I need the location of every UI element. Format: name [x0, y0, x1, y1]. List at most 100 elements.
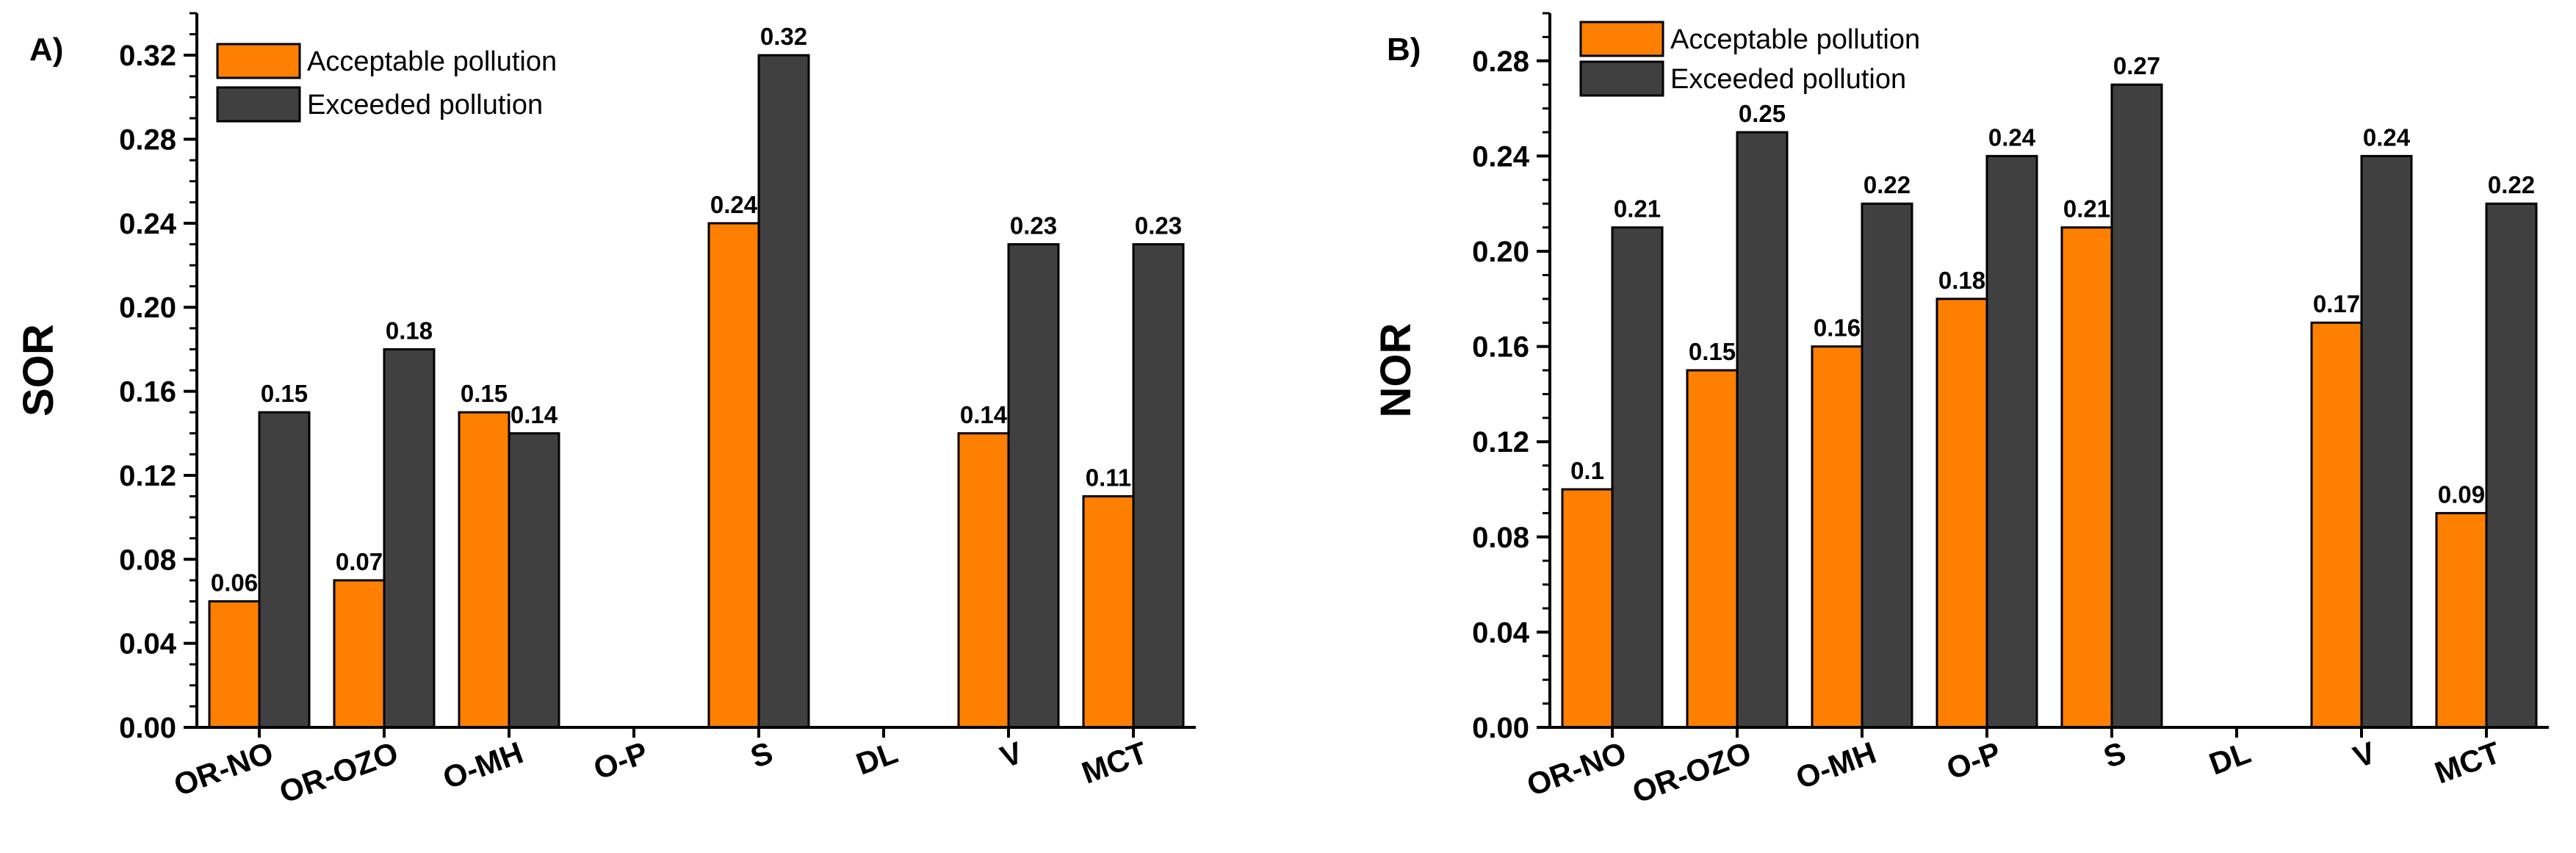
bar-acceptable-mct — [2435, 511, 2488, 729]
data-label: 0.24 — [710, 191, 758, 218]
category-label: MCT — [1078, 735, 1152, 790]
y-tick-label: 0.32 — [119, 40, 176, 72]
y-tick-label: 0.00 — [1472, 712, 1529, 744]
bar-acceptable-o-mh — [458, 411, 510, 729]
data-label: 0.14 — [510, 401, 558, 428]
y-tick-label: 0.24 — [1472, 140, 1530, 173]
bar-acceptable-s — [2060, 226, 2113, 729]
bar-exceeded-or-ozo — [1736, 131, 1789, 729]
y-axis-title: SOR — [15, 324, 62, 417]
category-label: V — [2349, 735, 2380, 774]
data-label: 0.21 — [2063, 195, 2110, 223]
y-tick-label: 0.08 — [119, 544, 176, 576]
bar-exceeded-v — [1007, 242, 1060, 729]
bar-acceptable-mct — [1082, 495, 1135, 729]
bar-exceeded-v — [2360, 154, 2413, 729]
category-label: S — [746, 735, 777, 774]
chart-panel-a: 0.06 0.07 0.15 0.24 0.14 0.11 0.15 0.18 0.14 0.32… — [15, 12, 1196, 810]
category-label: O-P — [1942, 735, 2005, 786]
data-label: 0.22 — [1864, 171, 1911, 198]
data-label: 0.32 — [760, 23, 807, 50]
data-label: 0.15 — [261, 380, 308, 407]
y-tick-label: 0.20 — [119, 292, 176, 324]
y-tick-label: 0.12 — [1472, 426, 1529, 458]
legend-swatch-acceptable — [216, 43, 301, 79]
legend-swatch-exceeded — [1579, 60, 1664, 97]
category-label: OR-OZO — [1628, 735, 1756, 810]
data-label: 0.16 — [1814, 314, 1861, 342]
bar-exceeded-s — [757, 54, 810, 729]
bar-exceeded-or-no — [258, 411, 311, 729]
legend-swatch-exceeded — [216, 86, 301, 123]
y-axis-title: NOR — [1372, 323, 1420, 418]
data-label: 0.22 — [2488, 171, 2535, 198]
bar-acceptable-o-mh — [1811, 345, 1864, 729]
category-label: V — [996, 735, 1027, 774]
panel-tag: B) — [1387, 32, 1421, 68]
legend-swatch-acceptable — [1579, 21, 1664, 57]
data-label: 0.06 — [211, 569, 258, 596]
bar-exceeded-or-no — [1611, 226, 1664, 729]
data-label: 0.11 — [1086, 464, 1131, 492]
bar-acceptable-o-p — [1935, 298, 1988, 729]
category-label: OR-OZO — [275, 735, 403, 810]
category-label: S — [2099, 735, 2130, 774]
legend-label-exceeded: Exceeded pollution — [307, 90, 543, 120]
bar-exceeded-o-mh — [1861, 202, 1913, 729]
data-label: 0.23 — [1010, 212, 1057, 239]
data-label: 0.07 — [336, 548, 383, 575]
category-label: MCT — [2431, 735, 2505, 790]
bar-acceptable-or-ozo — [333, 579, 386, 729]
bar-exceeded-s — [2110, 83, 2163, 729]
category-label: O-MH — [439, 735, 527, 795]
y-tick-label: 0.12 — [119, 460, 176, 492]
data-label: 0.25 — [1739, 100, 1786, 127]
data-label: 0.18 — [386, 317, 433, 344]
bar-exceeded-or-ozo — [383, 348, 436, 729]
y-tick-label: 0.00 — [119, 712, 176, 744]
y-tick-label: 0.16 — [1472, 331, 1529, 364]
bar-acceptable-or-no — [1561, 488, 1614, 729]
category-label: O-P — [589, 735, 652, 786]
legend: Acceptable pollution Exceeded pollution — [1579, 21, 1920, 97]
category-label: DL — [2204, 735, 2255, 781]
category-label: O-MH — [1792, 735, 1880, 795]
category-label: OR-NO — [169, 735, 278, 802]
legend-label-acceptable: Acceptable pollution — [1670, 24, 1920, 55]
chart-panel-b: 0.1 0.15 0.16 0.18 0.21 0.17 0.09 0.21 0.25 0.22 0… — [1372, 12, 2549, 810]
y-tick-label: 0.16 — [119, 376, 176, 408]
bar-acceptable-or-no — [208, 600, 261, 729]
bar-acceptable-s — [707, 222, 760, 729]
data-label: 0.14 — [960, 401, 1008, 428]
panel-tag: A) — [29, 32, 63, 68]
data-label: 0.24 — [1988, 123, 2036, 151]
category-label: DL — [851, 735, 902, 781]
data-label: 0.15 — [461, 380, 508, 407]
bar-acceptable-v — [2310, 321, 2363, 729]
legend-label-exceeded: Exceeded pollution — [1670, 64, 1906, 95]
bar-exceeded-mct — [1132, 242, 1185, 729]
data-label: 0.21 — [1614, 195, 1661, 223]
y-tick-label: 0.28 — [1472, 46, 1529, 78]
data-label: 0.27 — [2113, 52, 2160, 79]
y-tick-label: 0.08 — [1472, 522, 1529, 554]
bar-exceeded-o-mh — [508, 432, 560, 729]
y-tick-label: 0.24 — [119, 208, 177, 240]
legend: Acceptable pollution Exceeded pollution — [216, 43, 557, 123]
data-label: 0.17 — [2313, 290, 2360, 317]
y-tick-label: 0.28 — [119, 124, 176, 156]
data-label: 0.18 — [1938, 267, 1985, 294]
category-label: OR-NO — [1522, 735, 1631, 802]
bar-exceeded-mct — [2485, 202, 2538, 729]
data-label: 0.1 — [1570, 457, 1604, 484]
legend-label-acceptable: Acceptable pollution — [307, 46, 557, 77]
y-tick-label: 0.20 — [1472, 236, 1529, 268]
bar-acceptable-v — [957, 432, 1010, 729]
bar-acceptable-or-ozo — [1686, 369, 1739, 729]
data-label: 0.23 — [1135, 212, 1182, 239]
data-label: 0.09 — [2438, 481, 2485, 508]
y-tick-label: 0.04 — [1472, 616, 1530, 649]
bar-exceeded-o-p — [1985, 154, 2038, 729]
data-label: 0.24 — [2363, 123, 2411, 151]
